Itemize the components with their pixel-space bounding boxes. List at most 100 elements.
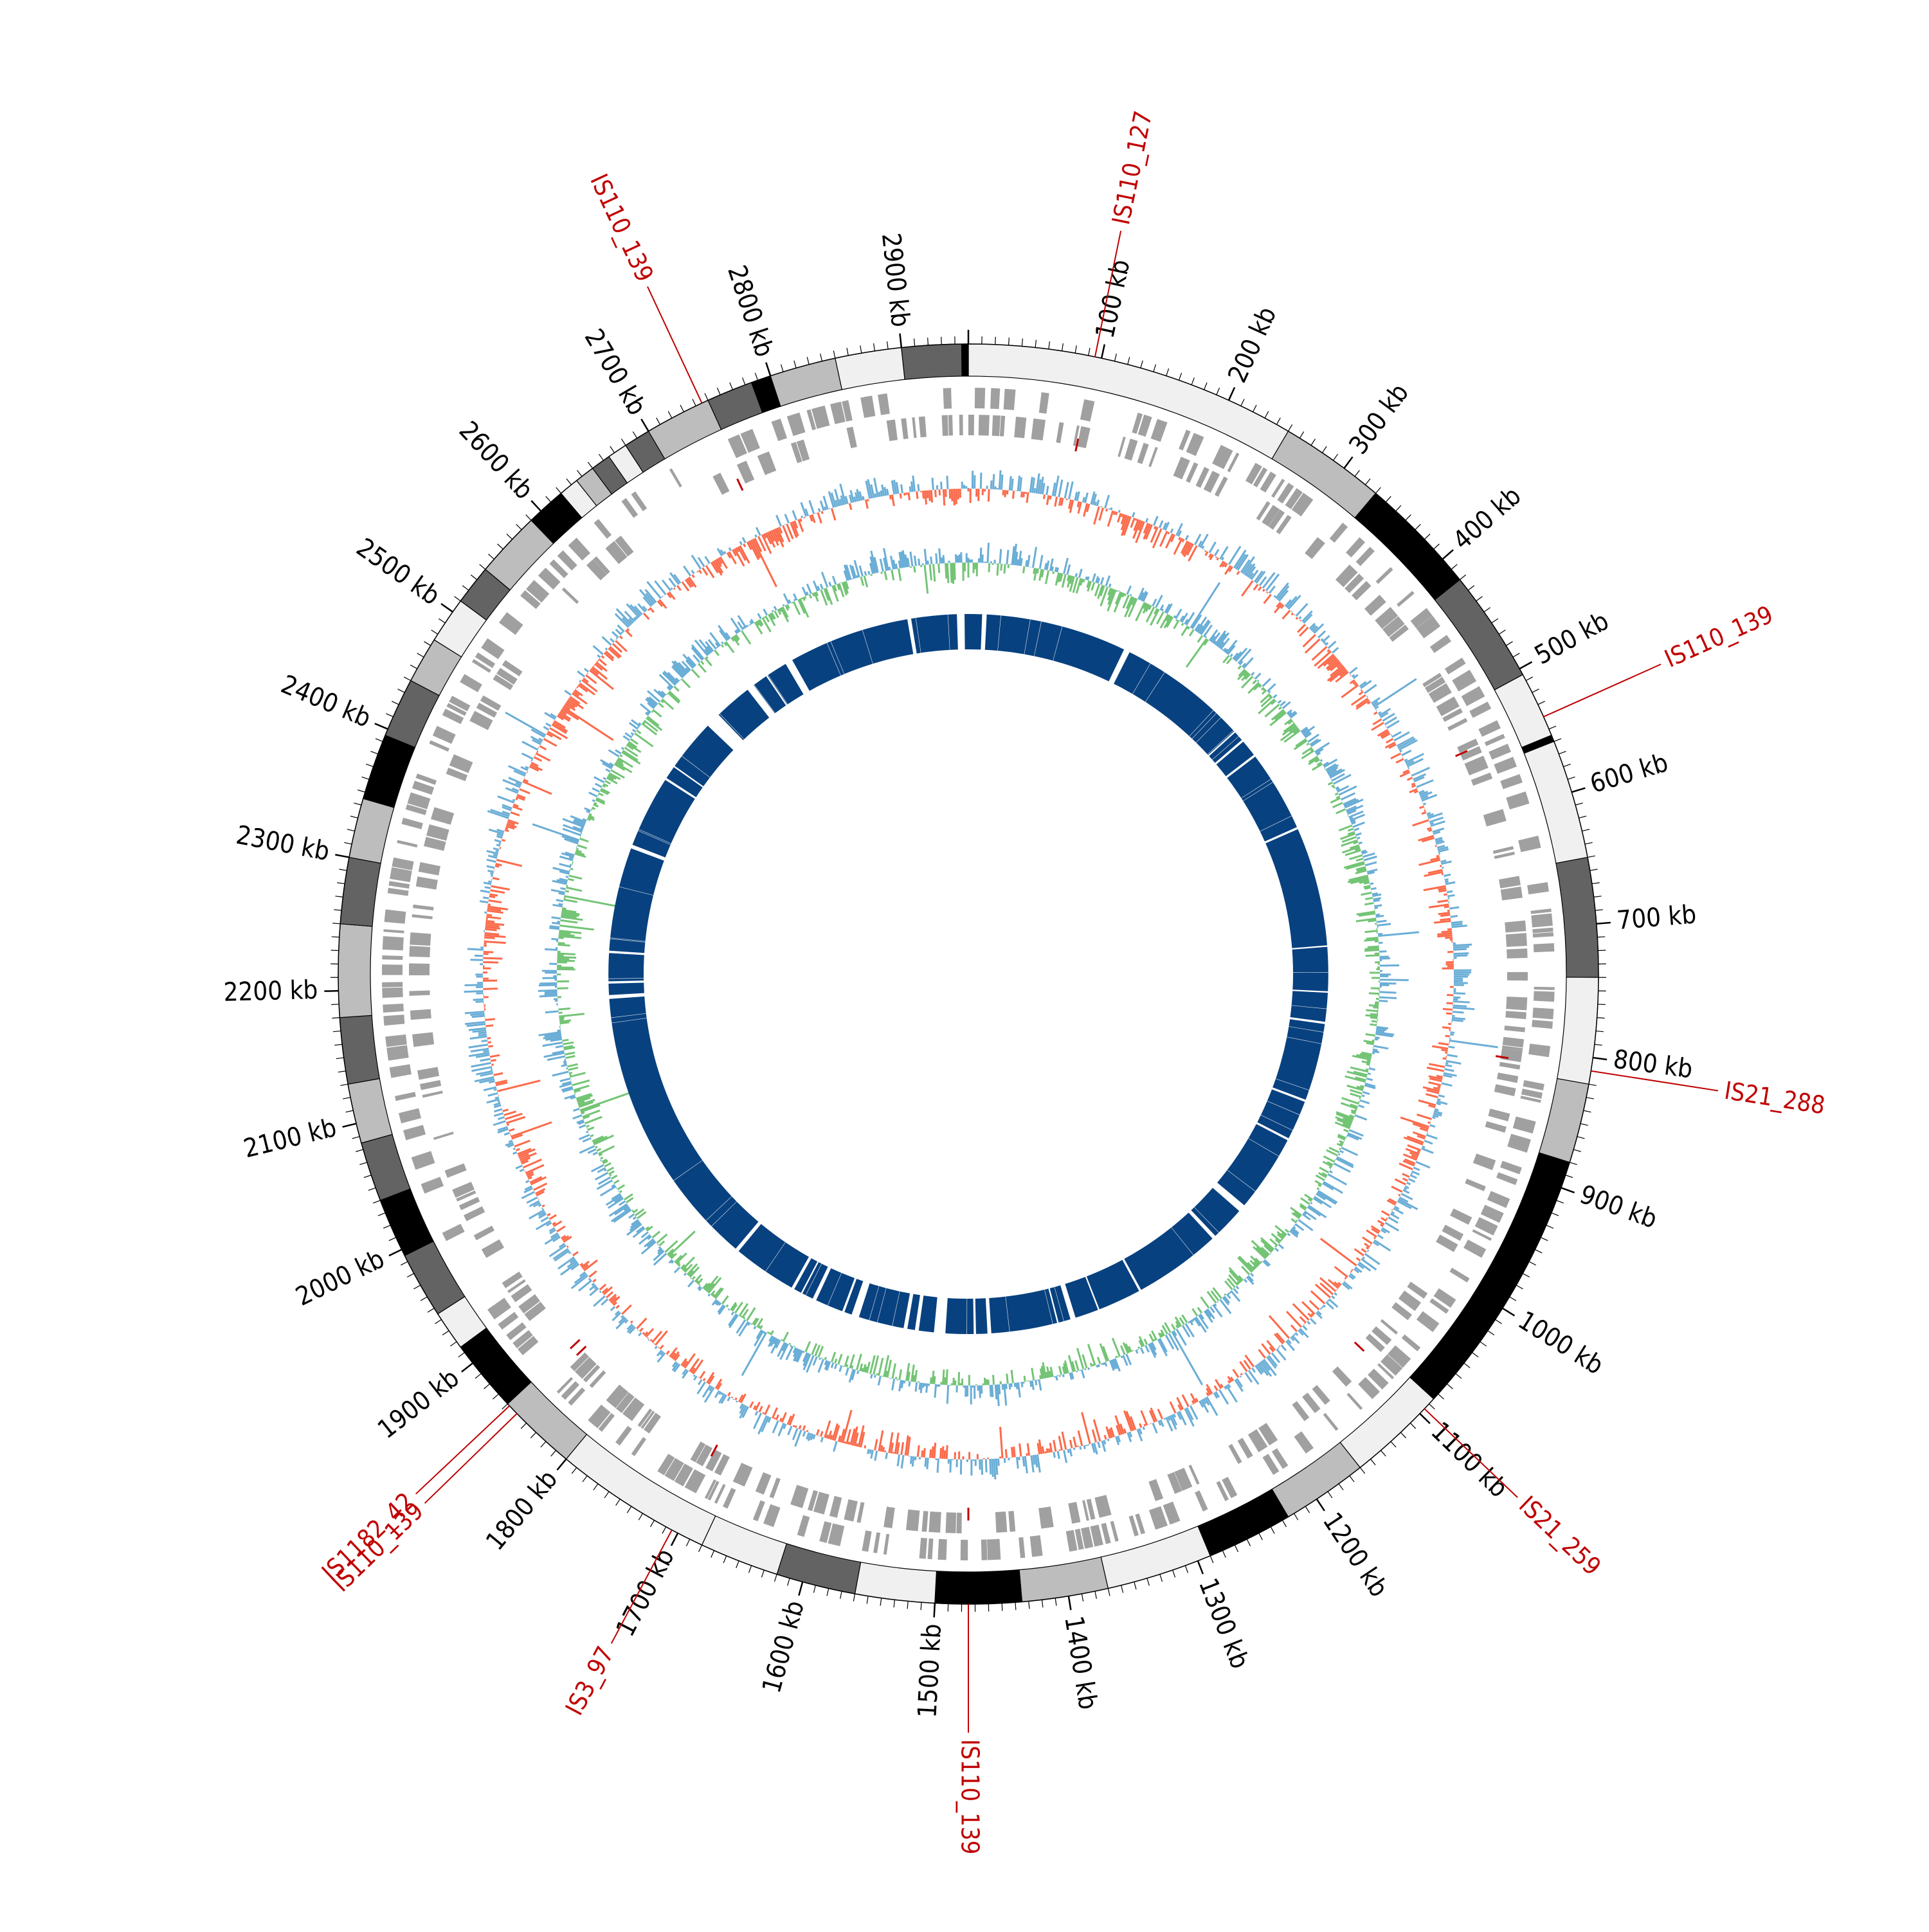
gc-skew-bar xyxy=(590,1135,593,1136)
gc-content-bar xyxy=(622,1305,631,1314)
gc-skew-bar xyxy=(615,750,621,754)
minor-tick xyxy=(1210,1556,1213,1563)
gc-skew-bar xyxy=(570,1074,572,1075)
gc-content-bar xyxy=(1078,501,1079,507)
gc-skew-bar xyxy=(1103,1363,1104,1365)
gc-content-bar xyxy=(1444,874,1451,876)
gc-skew-bar xyxy=(989,563,990,572)
minor-tick xyxy=(376,739,383,741)
gc-skew-bar xyxy=(593,1152,597,1154)
gc-skew-bar xyxy=(1231,1291,1240,1301)
gc-content-bar xyxy=(1453,947,1469,948)
minor-tick xyxy=(507,534,512,539)
gc-skew-bar xyxy=(1348,829,1353,831)
gc-content-bar xyxy=(1082,1413,1091,1444)
gc-skew-bar xyxy=(1182,623,1183,626)
gc-content-bar xyxy=(638,1333,641,1336)
gc-content-bar xyxy=(881,491,882,496)
gc-skew-bar xyxy=(560,1078,570,1081)
gc-content-bar xyxy=(990,1459,991,1474)
gc-skew-bar xyxy=(947,1385,948,1404)
gc-content-bar xyxy=(1116,512,1117,515)
gc-content-bar xyxy=(1311,1314,1313,1315)
gene-block xyxy=(1499,1062,1521,1070)
gene-block xyxy=(1347,1393,1363,1410)
gc-skew-bar xyxy=(822,572,828,588)
gc-skew-bar xyxy=(930,564,931,581)
minor-tick xyxy=(404,677,411,681)
is-callout-line xyxy=(1424,1409,1517,1497)
gene-block xyxy=(416,876,438,889)
minor-tick xyxy=(364,1175,371,1178)
is-element-label: IS110_139 xyxy=(1660,600,1777,673)
gc-skew-bar xyxy=(1294,1225,1295,1226)
tick-label: 1000 kb xyxy=(1513,1306,1609,1381)
gc-content-bar xyxy=(1391,1186,1402,1191)
gc-skew-bar xyxy=(556,1046,563,1047)
gc-skew-bar xyxy=(900,1380,901,1391)
minor-tick xyxy=(1082,1594,1083,1602)
minor-tick xyxy=(1328,1492,1332,1498)
minor-tick xyxy=(386,714,393,717)
gc-skew-bar xyxy=(1062,574,1065,588)
gc-content-bar xyxy=(941,482,942,489)
gc-content-bar xyxy=(932,478,933,490)
gc-content-bar xyxy=(1132,512,1134,518)
gc-content-bar xyxy=(494,1089,497,1090)
gc-skew-bar xyxy=(738,615,746,627)
gene-block xyxy=(1518,836,1541,853)
minor-tick xyxy=(1339,1484,1343,1490)
gc-skew-bar xyxy=(1359,842,1363,844)
gc-skew-bar xyxy=(1370,883,1373,884)
gene-block xyxy=(429,740,449,752)
gc-skew-bar xyxy=(539,983,557,984)
gc-content-bar xyxy=(1453,1007,1474,1009)
gc-skew-bar xyxy=(1101,577,1103,584)
gc-content-bar xyxy=(886,1452,887,1459)
is-marker xyxy=(570,1340,580,1349)
major-tick xyxy=(1420,1414,1430,1423)
gc-content-bar xyxy=(502,840,505,841)
gc-skew-bar xyxy=(1307,743,1309,745)
minor-tick xyxy=(874,343,875,351)
minor-tick xyxy=(1191,377,1194,384)
gc-skew-bar xyxy=(1330,1171,1332,1173)
gene-block xyxy=(1452,670,1476,692)
gc-skew-bar xyxy=(819,1358,820,1360)
gc-skew-bar xyxy=(909,1381,910,1386)
gc-content-bar xyxy=(925,1458,926,1467)
gene-block xyxy=(382,964,403,975)
gc-content-bar xyxy=(488,1042,491,1043)
gc-skew-bar xyxy=(707,656,708,658)
gc-content-bar xyxy=(1327,650,1329,652)
gc-content-bar xyxy=(1430,823,1434,824)
gc-content-bar xyxy=(947,476,948,489)
gc-skew-bar xyxy=(1366,1010,1379,1011)
minor-tick xyxy=(424,642,430,646)
gc-skew-bar xyxy=(572,1080,590,1085)
gc-skew-bar xyxy=(1321,760,1323,761)
gc-skew-bar xyxy=(1024,1376,1025,1382)
gene-block xyxy=(1487,1191,1510,1207)
gc-content-bar xyxy=(950,1459,951,1473)
gc-skew-bar xyxy=(1222,649,1223,650)
minor-tick xyxy=(1596,1031,1604,1032)
gc-skew-bar xyxy=(1032,1368,1034,1380)
gc-content-bar xyxy=(1131,518,1134,528)
gc-content-bar xyxy=(1296,1333,1298,1335)
gene-block xyxy=(487,1298,511,1320)
minor-tick xyxy=(566,479,572,485)
gc-skew-bar xyxy=(783,1332,788,1342)
minor-tick xyxy=(1476,597,1483,601)
gene-block xyxy=(1008,1511,1015,1532)
gene-block xyxy=(1004,389,1016,410)
gc-skew-bar xyxy=(1312,764,1323,770)
is-callout-line xyxy=(425,1414,517,1504)
gc-content-bar xyxy=(484,937,494,938)
gc-skew-bar xyxy=(916,1382,917,1392)
gene-block xyxy=(921,1511,928,1532)
gc-skew-bar xyxy=(577,845,587,849)
gene-block xyxy=(669,468,682,487)
gc-skew-bar xyxy=(800,599,808,617)
